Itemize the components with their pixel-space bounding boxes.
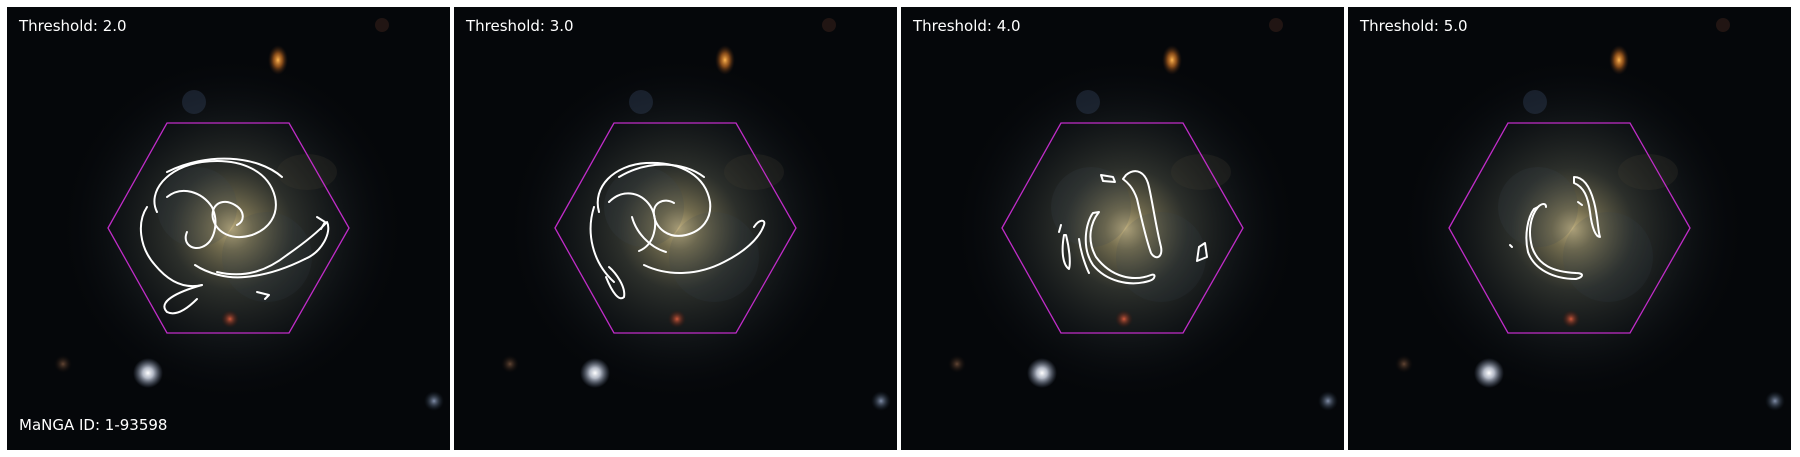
threshold-label: Threshold: 3.0 — [466, 17, 574, 35]
galaxy-image — [1348, 7, 1791, 450]
ifu-hexagon — [1448, 122, 1691, 334]
galaxy-image — [901, 7, 1344, 450]
arm-contours — [1058, 170, 1208, 285]
arm-contours — [589, 161, 766, 300]
galaxy-id-label: MaNGA ID: 1-93598 — [19, 416, 168, 434]
galaxy-image — [454, 7, 897, 450]
panel-threshold-3: Threshold: 3.0 — [454, 7, 897, 450]
arm-contours — [139, 157, 330, 315]
galaxy-image — [7, 7, 450, 450]
panel-threshold-2: Threshold: 2.0 MaNGA ID: 1-93598 — [7, 7, 450, 450]
threshold-label: Threshold: 2.0 — [19, 17, 127, 35]
threshold-label: Threshold: 5.0 — [1360, 17, 1468, 35]
panel-threshold-5: Threshold: 5.0 — [1348, 7, 1791, 450]
ifu-hexagon — [1001, 122, 1244, 334]
threshold-label: Threshold: 4.0 — [913, 17, 1021, 35]
panel-threshold-4: Threshold: 4.0 — [901, 7, 1344, 450]
arm-contours — [1509, 176, 1601, 280]
ifu-hexagon — [554, 122, 797, 334]
ifu-hexagon — [107, 122, 350, 334]
